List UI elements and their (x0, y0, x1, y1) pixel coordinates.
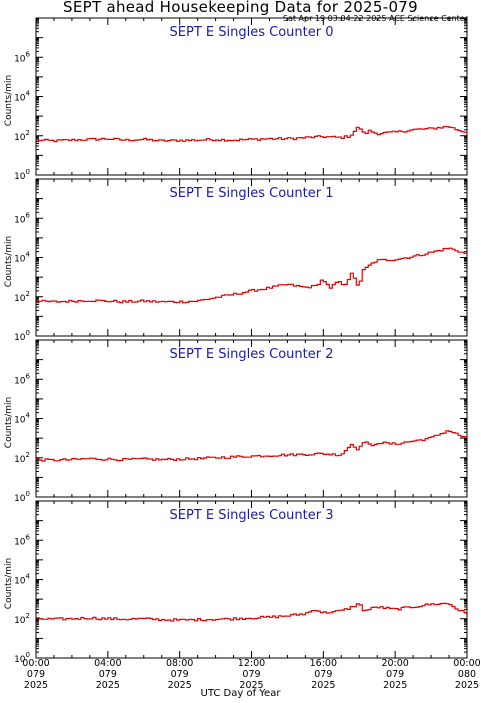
x-axis-title: UTC Day of Year (200, 688, 281, 699)
page-title: SEPT ahead Housekeeping Data for 2025-07… (63, 0, 418, 16)
y-tick-label: 104 (14, 90, 30, 104)
y-tick-label: 100 (14, 168, 30, 182)
y-tick-label: 106 (14, 50, 30, 64)
panel-title: SEPT E Singles Counter 2 (170, 347, 334, 362)
panel-title: SEPT E Singles Counter 1 (170, 186, 334, 201)
panel-title: SEPT E Singles Counter 0 (170, 25, 334, 40)
x-tick-label: 2025 (96, 680, 120, 691)
y-tick-label: 104 (14, 573, 30, 587)
x-tick-label: 2025 (239, 680, 263, 691)
x-tick-label: 16:00 (310, 658, 337, 669)
plot-frame (35, 339, 468, 498)
x-tick-label: 079 (27, 669, 45, 680)
x-tick-label: 20:00 (381, 658, 408, 669)
series-line (36, 430, 467, 462)
y-tick-label: 106 (14, 533, 30, 547)
x-tick-label: 12:00 (238, 658, 265, 669)
panel-3: 100 102 104 106 Counts/min SEPT E Singles Cou… (4, 500, 468, 665)
x-tick-label: 079 (242, 669, 260, 680)
x-tick-label: 2025 (24, 680, 48, 691)
y-tick-label: 100 (14, 329, 30, 343)
x-tick-label: 080 (458, 669, 476, 680)
plot-frame (35, 500, 468, 659)
x-tick-label: 00:00 (453, 658, 480, 669)
y-tick-label: 104 (14, 412, 30, 426)
x-tick-label: 079 (386, 669, 404, 680)
panel-1: 100 102 104 106 Counts/min SEPT E Singles Cou… (4, 178, 468, 343)
x-tick-label: 00:00 (22, 658, 49, 669)
x-tick-label: 2025 (455, 680, 479, 691)
panel-title: SEPT E Singles Counter 3 (170, 508, 334, 523)
x-tick-label: 079 (314, 669, 332, 680)
y-axis-label: Counts/min (4, 75, 14, 126)
y-tick-label: 100 (14, 651, 30, 665)
x-tick-label: 04:00 (94, 658, 121, 669)
series-line (36, 125, 467, 143)
x-tick-label: 079 (171, 669, 189, 680)
x-tick-label: 2025 (383, 680, 407, 691)
y-tick-label: 100 (14, 490, 30, 504)
x-tick-label: 079 (99, 669, 117, 680)
y-tick-label: 102 (14, 290, 30, 304)
x-tick-label: 2025 (168, 680, 192, 691)
y-axis-label: Counts/min (4, 236, 14, 287)
panel-2: 100 102 104 106 Counts/min SEPT E Singles Cou… (4, 339, 468, 504)
y-tick-label: 106 (14, 211, 30, 225)
y-tick-label: 102 (14, 612, 30, 626)
series-line (36, 602, 467, 622)
y-tick-label: 104 (14, 251, 30, 265)
y-tick-label: 102 (14, 129, 30, 143)
y-tick-label: 106 (14, 372, 30, 386)
plot-frame (35, 178, 468, 337)
panel-0: 100 102 104 106 Counts/min SEPT E Singles Cou… (4, 17, 468, 182)
plot-frame (35, 17, 468, 176)
x-tick-label: 2025 (311, 680, 335, 691)
y-axis-label: Counts/min (4, 397, 14, 448)
y-tick-label: 102 (14, 451, 30, 465)
y-axis-label: Counts/min (4, 558, 14, 609)
x-tick-label: 08:00 (166, 658, 193, 669)
series-line (36, 247, 467, 304)
